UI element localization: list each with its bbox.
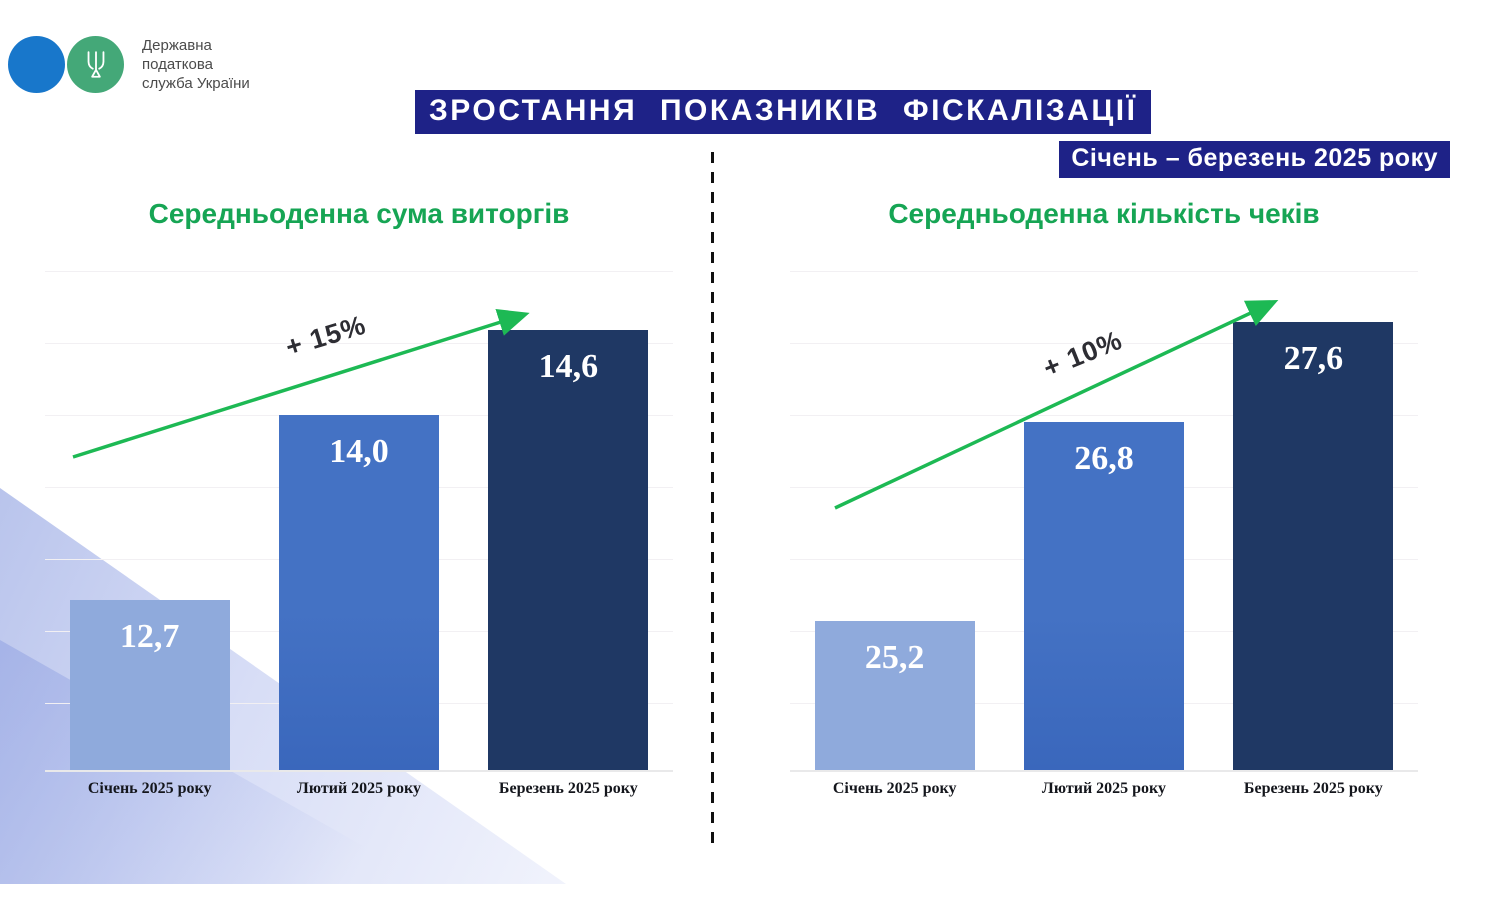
bar: 14,0 [278,415,439,770]
category-label: Березень 2025 року [498,780,638,797]
receipts-category-labels: Січень 2025 року Лютий 2025 року Березень … [790,780,1418,798]
revenue-category-labels: Січень 2025 року Лютий 2025 року Березень … [45,780,673,798]
bar-value-label: 14,6 [538,348,599,385]
bar-value-label: 14,0 [329,433,389,470]
bar-column: 14,6 [464,265,673,770]
bar-column: 14,0 [254,265,463,770]
category-label: Січень 2025 року [832,780,957,797]
bar-value-label: 26,8 [1074,440,1134,477]
org-name: Державна податкова служба України [142,36,250,93]
bar-column: 26,8 [999,265,1208,770]
chart-title-receipts: Середньоденна кількість чеків [888,198,1320,229]
logo-green-circle [67,36,124,93]
bar: 12,7 [69,600,230,770]
category-label: Лютий 2025 року [1041,780,1167,797]
period-subtitle: Січень – березень 2025 року [1059,141,1450,178]
receipts-chart-plot: 25,2 26,8 27,6 + 10% [790,265,1418,772]
bar-column: 27,6 [1209,265,1418,770]
category-label: Березень 2025 року [1243,780,1383,797]
revenue-bars: 12,7 14,0 14,6 [45,265,673,770]
gridline [45,271,673,272]
bar-value-label: 12,7 [119,618,180,655]
trident-icon [87,50,104,78]
page-title: ЗРОСТАННЯ ПОКАЗНИКІВ ФІСКАЛІЗАЦІЇ [415,90,1152,134]
bar-column: 25,2 [790,265,999,770]
bar: 25,2 [814,621,975,770]
bar: 26,8 [1023,422,1184,770]
revenue-chart-plot: 12,7 14,0 14,6 + 15% [45,265,673,772]
gridline [790,271,1418,272]
bar: 27,6 [1233,322,1394,770]
revenue-chart-section: Середньоденна сума виторгів 12,7 14,0 14,6… [45,196,673,836]
gridline [790,343,1418,344]
growth-arrow-receipts [834,300,1279,510]
bar-value-label: 27,6 [1283,340,1344,377]
receipts-bars: 25,2 26,8 27,6 [790,265,1418,770]
chart-title-revenue: Середньоденна сума виторгів [148,198,570,229]
bar: 14,6 [488,330,649,770]
org-name-line1: Державна [142,37,212,54]
category-label: Січень 2025 року [87,780,212,797]
org-name-line2: податкова [142,56,213,73]
tax-service-logo: Державна податкова служба України [8,36,250,93]
logo-blue-circle [8,36,65,93]
org-name-line3: служба України [142,75,250,92]
growth-arrow-revenue [72,309,530,459]
bar-column: 12,7 [45,265,254,770]
receipts-chart-section: Середньоденна кількість чеків 25,2 26,8 27… [790,196,1418,836]
charts-divider [711,152,714,852]
gridline [790,415,1418,416]
category-label: Лютий 2025 року [296,780,422,797]
bar-value-label: 25,2 [864,639,925,676]
gridline [45,343,673,344]
